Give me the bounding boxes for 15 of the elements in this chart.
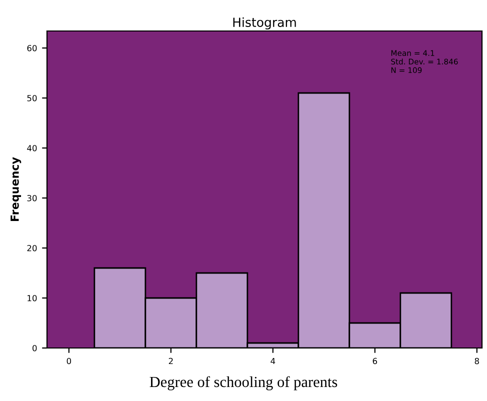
y-tick-label: 60 — [27, 44, 37, 52]
x-tick-label: 8 — [474, 358, 479, 364]
y-tick-label: 30 — [27, 194, 37, 202]
x-tick-label: 0 — [66, 358, 72, 364]
y-tick-label: 10 — [28, 294, 37, 302]
x-tick-label: 2 — [168, 358, 173, 364]
x-tick-label: 6 — [372, 358, 378, 364]
y-tick-label: 40 — [27, 144, 37, 152]
x-axis-title: Degree of schooling of parents — [150, 376, 338, 390]
y-tick-label: 50 — [27, 94, 37, 102]
y-axis-title: Frequency — [10, 157, 22, 221]
y-tick-label: 0 — [32, 344, 37, 352]
y-tick-label: 20 — [27, 244, 37, 252]
x-tick-label: 4 — [270, 358, 276, 364]
chart-title: Histogram — [233, 17, 296, 30]
